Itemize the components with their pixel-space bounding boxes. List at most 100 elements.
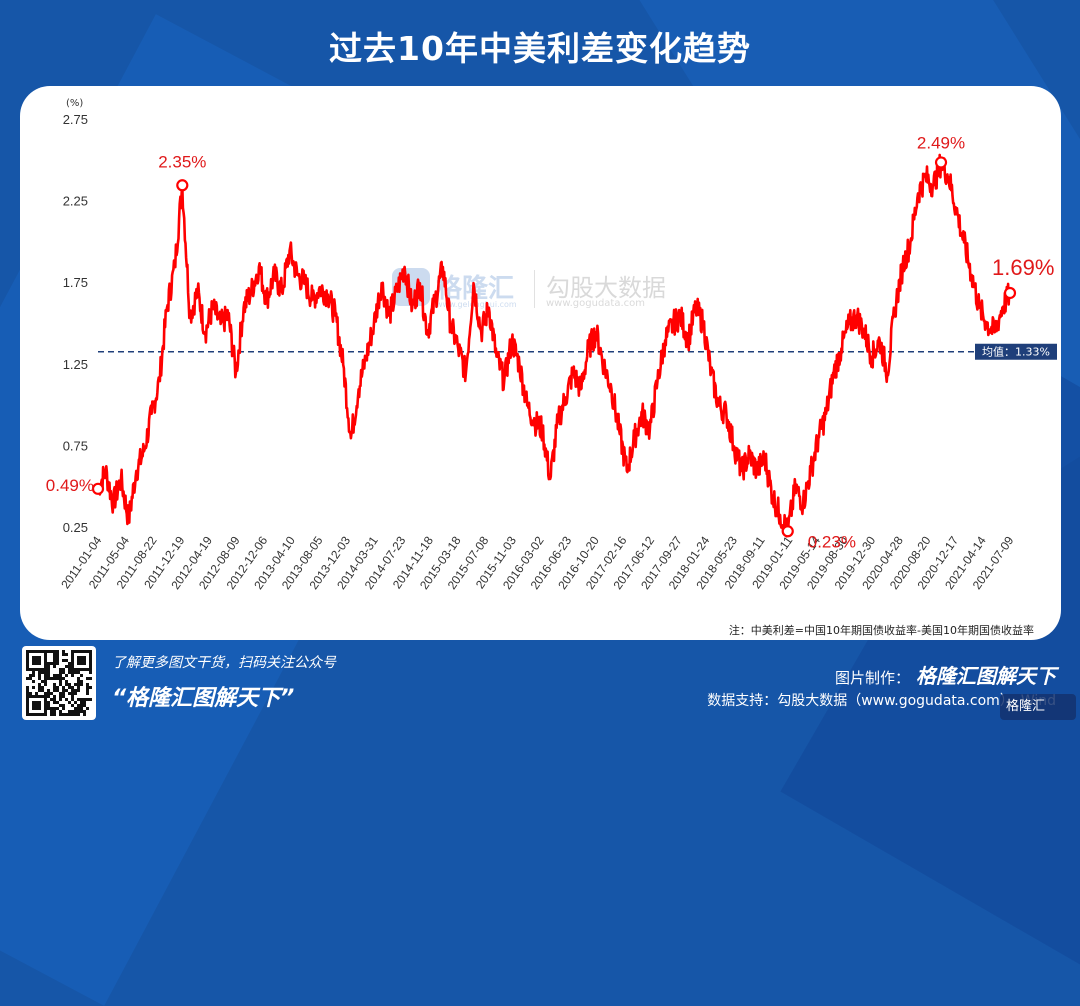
qr-cell — [62, 707, 65, 710]
page-title: 过去10年中美利差变化趋势 — [329, 29, 751, 68]
qr-cell — [44, 710, 47, 713]
qr-cell — [83, 662, 86, 665]
qr-cell — [26, 689, 29, 692]
qr-cell — [89, 656, 92, 659]
qr-cell — [65, 698, 68, 701]
qr-code-icon[interactable] — [22, 646, 96, 720]
qr-cell — [53, 701, 56, 704]
qr-cell — [29, 677, 32, 680]
qr-cell — [80, 707, 83, 710]
qr-cell — [68, 686, 71, 689]
made-by-label: 图片制作： — [834, 669, 910, 687]
qr-cell — [56, 701, 59, 704]
qr-cell — [86, 677, 89, 680]
y-tick-label: 1.25 — [63, 357, 88, 372]
qr-cell — [68, 665, 71, 668]
slogan: “格隆汇图解天下” — [112, 686, 295, 711]
qr-cell — [71, 692, 74, 695]
qr-cell — [56, 659, 59, 662]
qr-cell — [47, 662, 50, 665]
qr-cell — [26, 665, 29, 668]
qr-cell — [44, 653, 47, 656]
qr-cell — [71, 671, 74, 674]
qr-cell — [71, 662, 74, 665]
qr-cell — [35, 656, 38, 659]
qr-cell — [44, 677, 47, 680]
qr-cell — [47, 674, 50, 677]
qr-cell — [35, 662, 38, 665]
qr-cell — [50, 662, 53, 665]
qr-cell — [38, 671, 41, 674]
qr-cell — [68, 701, 71, 704]
qr-cell — [53, 713, 56, 716]
qr-cell — [41, 668, 44, 671]
qr-cell — [47, 689, 50, 692]
qr-cell — [77, 668, 80, 671]
qr-cell — [44, 671, 47, 674]
qr-cell — [38, 701, 41, 704]
qr-cell — [77, 707, 80, 710]
qr-cell — [59, 683, 62, 686]
qr-cell — [53, 689, 56, 692]
qr-cell — [71, 698, 74, 701]
qr-cell — [83, 668, 86, 671]
qr-cell — [41, 713, 44, 716]
qr-cell — [62, 668, 65, 671]
qr-cell — [38, 683, 41, 686]
qr-cell — [47, 692, 50, 695]
qr-cell — [89, 650, 92, 653]
qr-cell — [77, 671, 80, 674]
qr-cell — [53, 695, 56, 698]
qr-cell — [65, 653, 68, 656]
qr-cell — [83, 710, 86, 713]
qr-cell — [89, 698, 92, 701]
qr-cell — [74, 713, 77, 716]
qr-cell — [32, 686, 35, 689]
qr-cell — [62, 704, 65, 707]
qr-cell — [62, 653, 65, 656]
qr-cell — [89, 677, 92, 680]
qr-cell — [32, 656, 35, 659]
qr-cell — [86, 650, 89, 653]
qr-cell — [50, 692, 53, 695]
qr-cell — [44, 698, 47, 701]
qr-cell — [44, 656, 47, 659]
qr-cell — [83, 698, 86, 701]
qr-cell — [44, 704, 47, 707]
qr-cell — [53, 656, 56, 659]
qr-cell — [38, 689, 41, 692]
qr-cell — [26, 668, 29, 671]
qr-cell — [62, 659, 65, 662]
qr-cell — [44, 665, 47, 668]
qr-cell — [56, 650, 59, 653]
qr-cell — [41, 680, 44, 683]
qr-cell — [59, 671, 62, 674]
qr-cell — [74, 692, 77, 695]
made-by: 图片制作： 格隆汇图解天下 — [835, 660, 1056, 689]
qr-cell — [80, 662, 83, 665]
qr-cell — [77, 677, 80, 680]
qr-cell — [47, 677, 50, 680]
qr-cell — [38, 674, 41, 677]
qr-cell — [71, 656, 74, 659]
made-by-brand: 格隆汇图解天下 — [916, 664, 1056, 688]
qr-cell — [29, 695, 32, 698]
qr-cell — [47, 671, 50, 674]
qr-cell — [56, 689, 59, 692]
qr-cell — [26, 701, 29, 704]
qr-cell — [77, 656, 80, 659]
qr-cell — [26, 704, 29, 707]
qr-cell — [80, 701, 83, 704]
qr-cell — [71, 689, 74, 692]
qr-cell — [32, 674, 35, 677]
qr-cell — [35, 692, 38, 695]
y-axis-unit-label: (%) — [66, 98, 83, 109]
qr-cell — [44, 668, 47, 671]
qr-cell — [53, 659, 56, 662]
qr-cell — [71, 713, 74, 716]
follow-prompt: 了解更多图文干货，扫码关注公众号 — [112, 655, 336, 671]
line-chart: (%)2.752.251.751.250.750.252011-01-04201… — [46, 98, 1057, 592]
qr-cell — [26, 698, 29, 701]
qr-cell — [44, 650, 47, 653]
qr-cell — [68, 662, 71, 665]
